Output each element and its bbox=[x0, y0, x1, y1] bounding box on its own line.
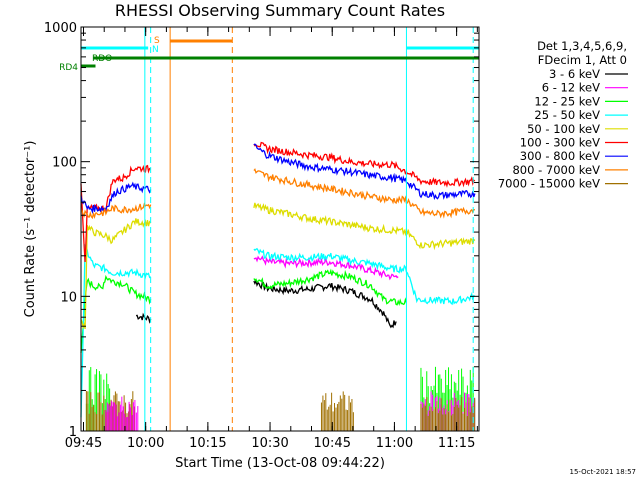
flag-layer: RD4 RDO SN bbox=[59, 27, 479, 431]
x-tick-label: 10:45 bbox=[314, 436, 351, 451]
series-line bbox=[80, 243, 152, 418]
legend-label: 800 - 7000 keV bbox=[512, 163, 600, 177]
series-25-50-kev bbox=[80, 243, 476, 418]
timestamp: 15-Oct-2021 18:57 bbox=[570, 468, 636, 476]
y-tick-label: 10 bbox=[60, 290, 77, 305]
series-line bbox=[253, 202, 476, 251]
flag-label: S bbox=[154, 36, 160, 46]
legend-label: 12 - 25 keV bbox=[534, 94, 600, 108]
legend-label: 3 - 6 keV bbox=[549, 67, 600, 81]
series-line bbox=[80, 274, 152, 353]
series-line bbox=[253, 278, 397, 329]
series-line bbox=[253, 143, 476, 201]
low-count-noise bbox=[85, 366, 476, 431]
plot-area bbox=[80, 141, 476, 431]
legend-label: 6 - 12 keV bbox=[542, 81, 600, 95]
series-line bbox=[253, 268, 408, 306]
y-tick-label: 100 bbox=[52, 156, 77, 171]
series-12-25-kev bbox=[80, 268, 408, 353]
series-line bbox=[80, 181, 152, 215]
series-line bbox=[253, 168, 475, 219]
series-line bbox=[253, 141, 476, 188]
series-line bbox=[80, 218, 152, 330]
legend-header-2: FDecim 1, Att 0 bbox=[538, 53, 627, 67]
series-3-6-kev bbox=[135, 278, 397, 329]
legend-label: 300 - 800 keV bbox=[520, 149, 600, 163]
x-tick-label: 10:00 bbox=[127, 436, 164, 451]
series-300-800-kev bbox=[80, 143, 476, 215]
series-line bbox=[135, 312, 152, 324]
x-tick-label: 10:30 bbox=[251, 436, 288, 451]
x-tick-label: 11:15 bbox=[438, 436, 475, 451]
legend-label: 100 - 300 keV bbox=[520, 136, 600, 150]
plot-frame bbox=[80, 26, 480, 432]
series-800-7000-kev bbox=[80, 168, 475, 220]
series-line bbox=[253, 247, 476, 306]
legend: Det 1,3,4,5,6,9, FDecim 1, Att 0 3 - 6 k… bbox=[498, 39, 628, 191]
y-axis-label: Count Rate (s⁻¹ detector⁻¹) bbox=[23, 141, 38, 318]
series-line bbox=[253, 255, 399, 281]
series-line bbox=[80, 202, 152, 220]
legend-label: 50 - 100 keV bbox=[527, 122, 600, 136]
legend-header-1: Det 1,3,4,5,6,9, bbox=[537, 39, 627, 53]
legend-label: 25 - 50 keV bbox=[534, 108, 600, 122]
flag-label: N bbox=[152, 45, 159, 55]
x-tick-label: 11:00 bbox=[376, 436, 413, 451]
axis-ticks: 09:45 10:00 10:15 10:30 10:45 11:00 11:15 1 10 10… bbox=[44, 21, 479, 451]
y-tick-label: 1000 bbox=[44, 21, 77, 36]
flag-label: RD4 bbox=[59, 63, 78, 73]
series-6-12-kev bbox=[253, 255, 399, 281]
x-tick-label: 10:15 bbox=[189, 436, 226, 451]
x-tick-label: 09:45 bbox=[65, 436, 102, 451]
x-axis-label: Start Time (13-Oct-08 09:44:22) bbox=[175, 456, 385, 471]
chart-title: RHESSI Observing Summary Count Rates bbox=[115, 1, 445, 20]
series-50-100-kev bbox=[80, 202, 476, 330]
legend-label: 7000 - 15000 keV bbox=[498, 177, 600, 191]
y-tick-label: 1 bbox=[69, 425, 77, 440]
series-line bbox=[80, 164, 151, 263]
flag-label: RDO bbox=[92, 54, 112, 64]
